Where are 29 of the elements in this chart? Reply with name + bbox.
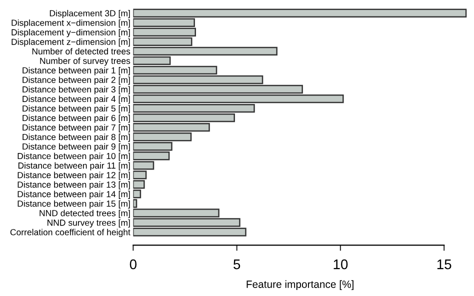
y-tick-label: Distance between pair 13 [m] — [18, 181, 130, 190]
x-tick-label: 15 — [437, 260, 452, 270]
y-tick-label: NND survey trees [m] — [48, 219, 130, 228]
y-tick-label: Displacement y−dimension [m] — [12, 28, 130, 38]
y-tick-label: Distance between pair 15 [m] — [18, 200, 130, 208]
y-tick-label: Number of survey trees — [40, 58, 130, 66]
y-tick-label: Displacement x−dimension [m] — [12, 19, 130, 28]
y-tick-label: Distance between pair 3 [m] — [22, 86, 130, 94]
x-tick-label: 0 — [130, 259, 137, 270]
y-tick-label: Displacement 3D [m] — [50, 10, 130, 18]
y-tick-label: Displacement z−dimension [m] — [12, 38, 130, 47]
y-tick-label: Distance between pair 9 [m] — [22, 143, 130, 152]
y-tick-label: Distance between pair 14 [m] — [18, 190, 130, 199]
y-tick-label: Distance between pair 7 [m] — [22, 124, 130, 132]
y-tick-label: Distance between pair 4 [m] — [22, 96, 130, 104]
y-tick-label: Distance between pair 2 [m] — [22, 76, 130, 85]
x-axis-title: Feature importance [%] — [246, 280, 354, 290]
y-tick-label: Distance between pair 8 [m] — [22, 134, 130, 142]
y-tick-label: NND detected trees [m] — [40, 210, 130, 218]
y-tick-label: Number of detected trees — [32, 48, 130, 54]
y-tick-label: Distance between pair 12 [m] — [18, 172, 130, 180]
y-tick-label: Distance between pair 1 [m] — [22, 67, 130, 76]
y-tick-label: Correlation coefficient of height — [10, 228, 130, 238]
x-tick-label: 10 — [334, 259, 348, 270]
y-tick-label: Distance between pair 10 [m] — [18, 152, 130, 161]
y-tick-label: Distance between pair 5 [m] — [22, 105, 130, 114]
x-tick-label: 5 — [234, 260, 240, 270]
y-tick-label: Distance between pair 6 [m] — [22, 114, 130, 123]
y-tick-label: Distance between pair 11 [m] — [18, 162, 130, 170]
